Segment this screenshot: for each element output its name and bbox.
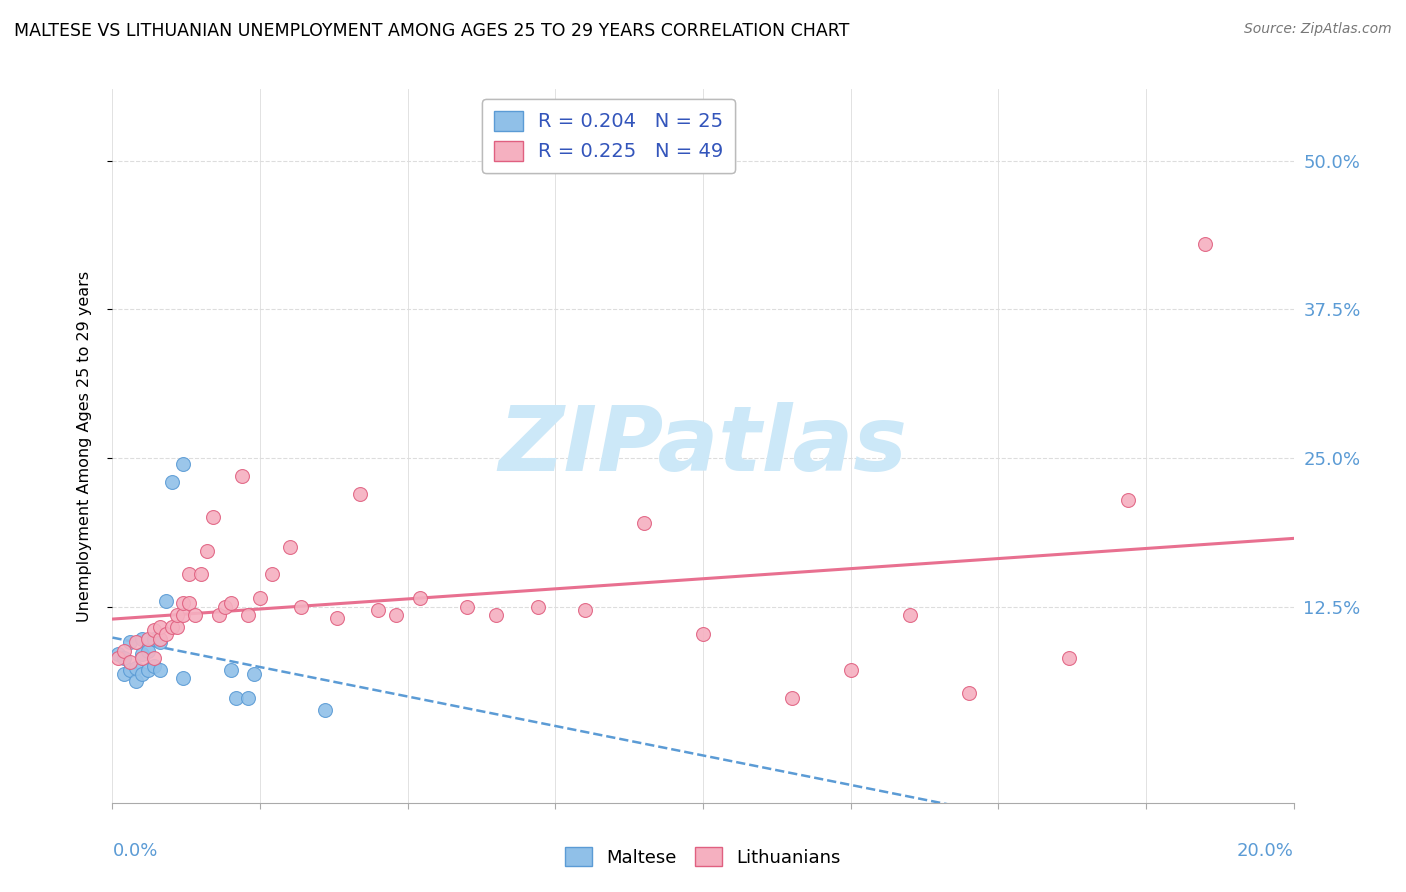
Point <box>166 607 188 622</box>
Point <box>278 540 301 554</box>
Point <box>136 643 159 657</box>
Point <box>125 661 148 675</box>
Point <box>195 543 218 558</box>
Point <box>149 620 172 634</box>
Point <box>633 516 655 531</box>
Point <box>385 607 408 622</box>
Text: 20.0%: 20.0% <box>1237 842 1294 860</box>
Point <box>120 663 142 677</box>
Point <box>149 663 172 677</box>
Point <box>260 567 283 582</box>
Point <box>238 691 260 706</box>
Point <box>225 691 247 706</box>
Point <box>160 475 183 489</box>
Point <box>238 607 260 622</box>
Point <box>120 656 142 670</box>
Point <box>249 591 271 606</box>
Text: Source: ZipAtlas.com: Source: ZipAtlas.com <box>1244 22 1392 37</box>
Point <box>1194 236 1216 251</box>
Point <box>155 627 177 641</box>
Y-axis label: Unemployment Among Ages 25 to 29 years: Unemployment Among Ages 25 to 29 years <box>77 270 91 622</box>
Point <box>349 486 371 500</box>
Point <box>155 593 177 607</box>
Point <box>149 632 172 646</box>
Text: ZIPatlas: ZIPatlas <box>499 402 907 490</box>
Point <box>107 650 129 665</box>
Point <box>136 663 159 677</box>
Point <box>142 632 165 646</box>
Point <box>142 624 165 638</box>
Point <box>214 599 236 614</box>
Point <box>179 567 201 582</box>
Point <box>485 607 508 622</box>
Text: 0.0%: 0.0% <box>112 842 157 860</box>
Point <box>231 468 253 483</box>
Point <box>957 686 980 700</box>
Legend: R = 0.204   N = 25, R = 0.225   N = 49: R = 0.204 N = 25, R = 0.225 N = 49 <box>482 99 735 173</box>
Point <box>112 650 135 665</box>
Point <box>290 599 312 614</box>
Point <box>172 596 194 610</box>
Point <box>219 663 242 677</box>
Point <box>142 659 165 673</box>
Point <box>839 663 862 677</box>
Point <box>208 607 231 622</box>
Point <box>314 703 336 717</box>
Point <box>125 635 148 649</box>
Point <box>131 650 153 665</box>
Point <box>125 674 148 689</box>
Point <box>179 596 201 610</box>
Point <box>692 627 714 641</box>
Point <box>243 667 266 681</box>
Point <box>780 691 803 706</box>
Point <box>172 457 194 471</box>
Point <box>219 596 242 610</box>
Point <box>107 647 129 661</box>
Point <box>898 607 921 622</box>
Point <box>131 632 153 646</box>
Point <box>131 647 153 661</box>
Point <box>526 599 548 614</box>
Point <box>136 632 159 646</box>
Point <box>367 603 389 617</box>
Point <box>201 510 224 524</box>
Point <box>326 611 349 625</box>
Point <box>172 671 194 685</box>
Point <box>456 599 478 614</box>
Point <box>172 607 194 622</box>
Point <box>190 567 212 582</box>
Point <box>1057 650 1080 665</box>
Legend: Maltese, Lithuanians: Maltese, Lithuanians <box>558 840 848 874</box>
Point <box>160 620 183 634</box>
Point <box>574 603 596 617</box>
Text: MALTESE VS LITHUANIAN UNEMPLOYMENT AMONG AGES 25 TO 29 YEARS CORRELATION CHART: MALTESE VS LITHUANIAN UNEMPLOYMENT AMONG… <box>14 22 849 40</box>
Point <box>112 667 135 681</box>
Point <box>408 591 430 606</box>
Point <box>112 643 135 657</box>
Point <box>149 635 172 649</box>
Point <box>184 607 207 622</box>
Point <box>120 635 142 649</box>
Point <box>142 650 165 665</box>
Point <box>166 620 188 634</box>
Point <box>1116 492 1139 507</box>
Point <box>131 667 153 681</box>
